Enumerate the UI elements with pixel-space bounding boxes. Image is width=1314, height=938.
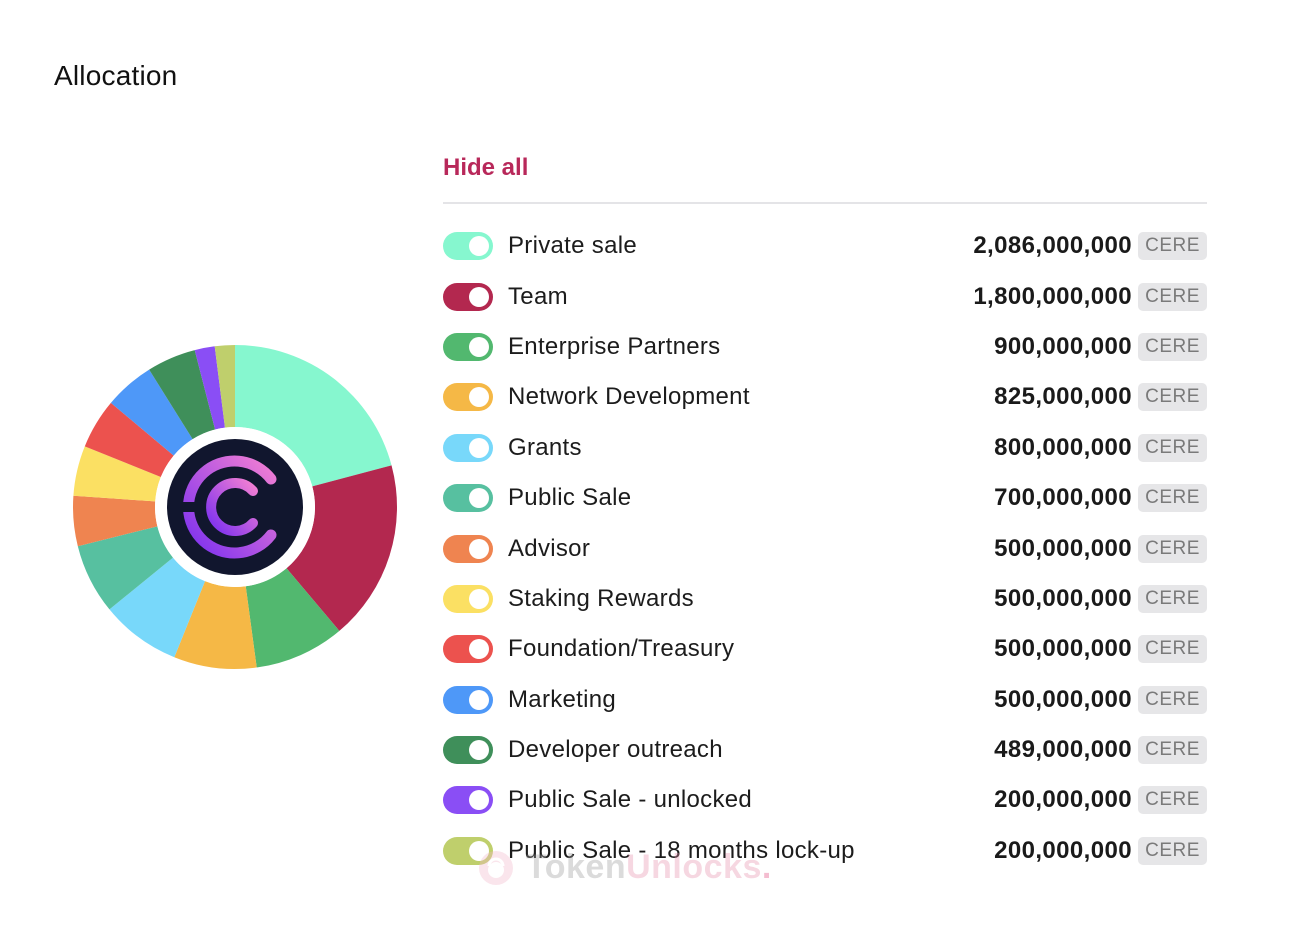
legend-row: Team 1,800,000,000 CERE	[443, 271, 1207, 321]
pie-slice[interactable]	[110, 369, 193, 456]
toggle-knob	[469, 538, 489, 559]
pie-slice[interactable]	[84, 402, 174, 478]
toggle-knob	[469, 840, 489, 861]
legend-label: Grants	[508, 433, 582, 461]
unit-badge: CERE	[1138, 232, 1207, 261]
legend-label: Advisor	[508, 534, 591, 562]
legend-amount: 700,000,000	[994, 484, 1132, 512]
allocation-donut-chart	[62, 334, 408, 680]
pie-slice[interactable]	[149, 350, 216, 440]
legend-row: Private sale 2,086,000,000 CERE	[443, 221, 1207, 271]
legend-amount: 500,000,000	[994, 584, 1132, 612]
series-toggle[interactable]	[443, 433, 493, 462]
legend-row: Developer outreach 489,000,000 CERE	[443, 725, 1207, 775]
legend-amount: 800,000,000	[994, 433, 1132, 461]
hide-all-button[interactable]: Hide all	[443, 154, 529, 181]
pie-slice[interactable]	[174, 581, 257, 669]
legend-row: Foundation/Treasury 500,000,000 CERE	[443, 624, 1207, 674]
unit-badge: CERE	[1138, 433, 1207, 462]
series-toggle[interactable]	[443, 232, 493, 261]
toggle-knob	[469, 588, 489, 609]
series-toggle[interactable]	[443, 685, 493, 714]
pie-slice[interactable]	[109, 557, 206, 658]
legend-amount: 489,000,000	[994, 736, 1132, 764]
toggle-knob	[469, 488, 489, 509]
legend-amount: 200,000,000	[994, 836, 1132, 864]
series-toggle[interactable]	[443, 484, 493, 513]
unit-badge: CERE	[1138, 534, 1207, 563]
legend-row: Public Sale - unlocked 200,000,000 CERE	[443, 775, 1207, 825]
legend-label: Public Sale - unlocked	[508, 786, 753, 814]
legend-divider	[443, 202, 1207, 204]
legend-amount: 500,000,000	[994, 635, 1132, 663]
pie-slice[interactable]	[77, 526, 174, 610]
unit-badge: CERE	[1138, 786, 1207, 815]
series-toggle[interactable]	[443, 786, 493, 815]
legend-amount: 900,000,000	[994, 332, 1132, 360]
unit-badge: CERE	[1138, 685, 1207, 714]
page-title: Allocation	[54, 60, 178, 91]
pie-slice[interactable]	[245, 568, 340, 668]
pie-slice[interactable]	[194, 346, 225, 430]
toggle-knob	[469, 387, 489, 408]
legend-row: Grants 800,000,000 CERE	[443, 423, 1207, 473]
unit-badge: CERE	[1138, 332, 1207, 361]
series-toggle[interactable]	[443, 836, 493, 865]
legend-row: Staking Rewards 500,000,000 CERE	[443, 574, 1207, 624]
legend-row: Marketing 500,000,000 CERE	[443, 675, 1207, 725]
legend-amount: 1,800,000,000	[973, 282, 1132, 310]
series-toggle[interactable]	[443, 534, 493, 563]
toggle-knob	[469, 336, 489, 357]
legend-amount: 825,000,000	[994, 383, 1132, 411]
series-toggle[interactable]	[443, 736, 493, 765]
legend-row: Advisor 500,000,000 CERE	[443, 523, 1207, 573]
legend-label: Enterprise Partners	[508, 332, 721, 360]
toggle-knob	[469, 236, 489, 257]
legend-list: Private sale 2,086,000,000 CERE Team 1,800,0…	[443, 221, 1207, 876]
pie-slice[interactable]	[235, 345, 392, 487]
toggle-knob	[469, 689, 489, 710]
legend-label: Staking Rewards	[508, 584, 694, 612]
pie-slice[interactable]	[73, 446, 161, 502]
toggle-knob	[469, 790, 489, 811]
legend-label: Network Development	[508, 383, 750, 411]
pie-slice[interactable]	[286, 465, 398, 631]
legend-panel: Hide all Private sale 2,086,000,000 CERE Te…	[443, 148, 1207, 876]
legend-label: Developer outreach	[508, 736, 723, 764]
unit-badge: CERE	[1138, 484, 1207, 513]
unit-badge: CERE	[1138, 584, 1207, 613]
pie-slice[interactable]	[214, 345, 235, 428]
legend-row: Public Sale 700,000,000 CERE	[443, 473, 1207, 523]
legend-label: Team	[508, 282, 568, 310]
series-toggle[interactable]	[443, 584, 493, 613]
cere-logo-icon	[167, 439, 303, 575]
legend-amount: 200,000,000	[994, 786, 1132, 814]
pie-slice[interactable]	[73, 495, 158, 547]
series-toggle[interactable]	[443, 332, 493, 361]
toggle-knob	[469, 740, 489, 761]
legend-row: Enterprise Partners 900,000,000 CERE	[443, 322, 1207, 372]
unit-badge: CERE	[1138, 836, 1207, 865]
legend-row: Network Development 825,000,000 CERE	[443, 372, 1207, 422]
legend-amount: 500,000,000	[994, 534, 1132, 562]
legend-amount: 2,086,000,000	[973, 232, 1132, 260]
series-toggle[interactable]	[443, 635, 493, 664]
unit-badge: CERE	[1138, 736, 1207, 765]
legend-label: Private sale	[508, 232, 637, 260]
toggle-knob	[469, 437, 489, 458]
unit-badge: CERE	[1138, 635, 1207, 664]
toggle-knob	[469, 639, 489, 660]
toggle-knob	[469, 286, 489, 307]
series-toggle[interactable]	[443, 282, 493, 311]
donut-svg	[73, 345, 398, 669]
legend-label: Public Sale	[508, 484, 632, 512]
legend-row: Public Sale - 18 months lock-up 200,000,0…	[443, 826, 1207, 876]
legend-amount: 500,000,000	[994, 685, 1132, 713]
unit-badge: CERE	[1138, 383, 1207, 412]
series-toggle[interactable]	[443, 383, 493, 412]
unit-badge: CERE	[1138, 282, 1207, 311]
legend-label: Marketing	[508, 685, 617, 713]
legend-label: Public Sale - 18 months lock-up	[508, 836, 855, 864]
legend-label: Foundation/Treasury	[508, 635, 735, 663]
